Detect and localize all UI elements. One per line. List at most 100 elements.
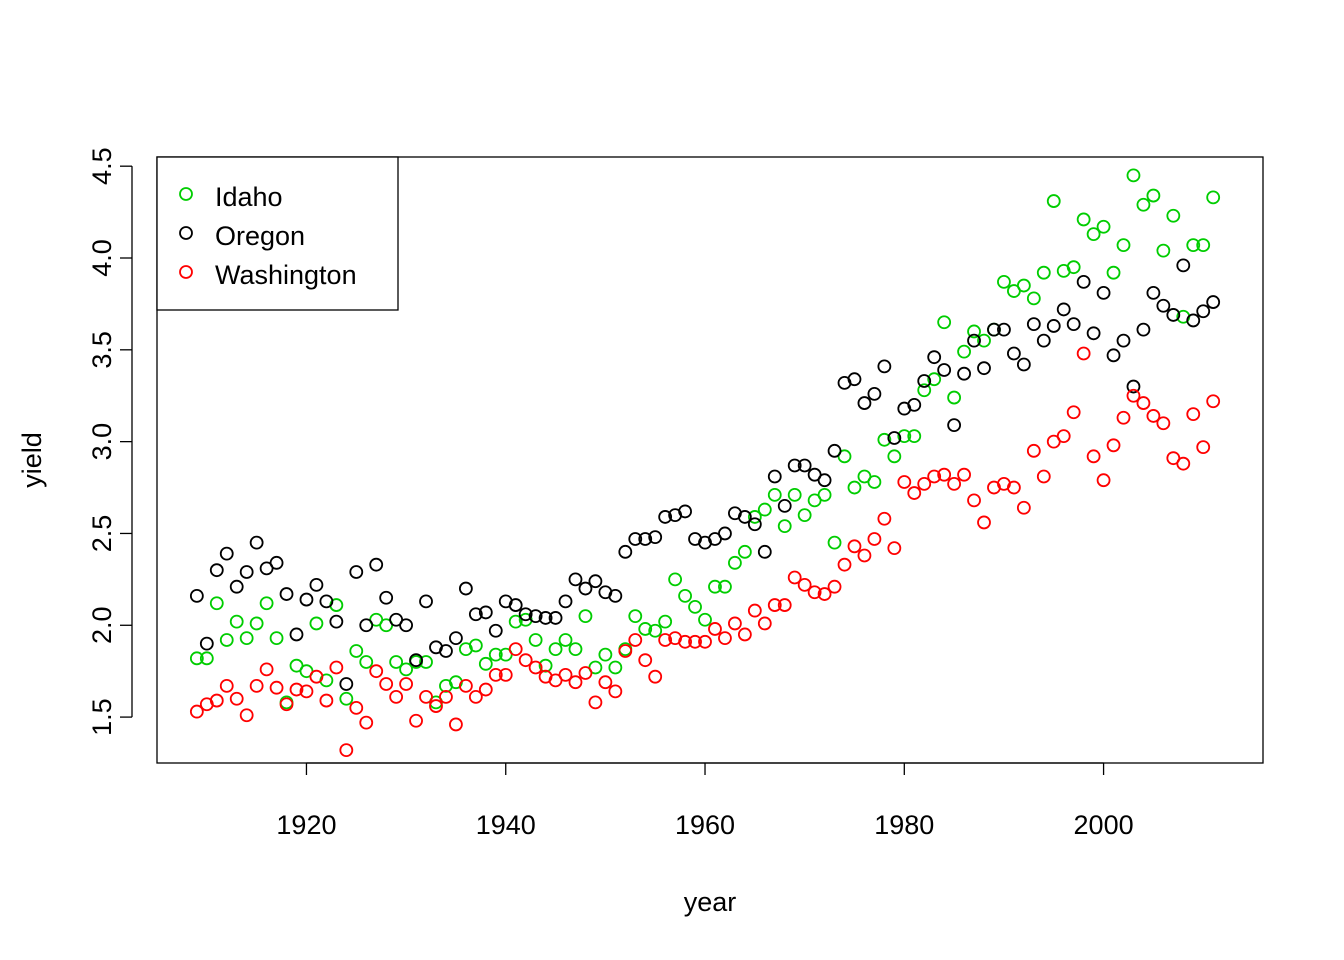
legend-label-washington: Washington <box>215 260 357 290</box>
point-washington <box>578 666 593 680</box>
point-idaho <box>927 372 942 387</box>
point-washington <box>817 587 832 601</box>
point-idaho <box>578 609 593 623</box>
point-oregon <box>1007 346 1021 361</box>
y-tick-label: 4.0 <box>87 239 117 277</box>
point-washington <box>638 653 653 668</box>
y-tick-label: 3.0 <box>87 423 117 461</box>
point-idaho <box>757 502 772 517</box>
point-washington <box>1176 456 1191 471</box>
point-washington <box>867 532 882 546</box>
point-oregon <box>578 581 593 596</box>
point-idaho <box>887 449 902 464</box>
point-washington <box>329 660 344 675</box>
point-idaho <box>957 344 971 359</box>
point-idaho <box>1036 265 1051 280</box>
point-idaho <box>419 655 433 669</box>
point-washington <box>1086 449 1101 464</box>
point-washington <box>708 622 722 636</box>
point-washington <box>1007 480 1021 495</box>
point-oregon <box>369 557 384 572</box>
point-oregon <box>777 499 792 513</box>
point-oregon <box>1146 285 1161 300</box>
point-washington <box>1096 473 1111 488</box>
point-washington <box>658 633 673 647</box>
point-washington <box>907 486 922 500</box>
point-idaho <box>767 487 782 502</box>
point-washington <box>698 634 712 649</box>
point-idaho <box>907 429 922 444</box>
point-washington <box>458 678 473 693</box>
point-idaho <box>1206 190 1221 205</box>
point-oregon <box>309 577 324 592</box>
point-idaho <box>688 600 702 614</box>
point-idaho <box>259 596 274 611</box>
point-washington <box>429 699 443 713</box>
y-tick-label: 2.5 <box>87 515 117 553</box>
point-idaho <box>508 614 523 629</box>
point-idaho <box>478 656 493 671</box>
point-idaho <box>1146 188 1161 203</box>
point-idaho <box>877 432 892 447</box>
point-washington <box>608 684 623 699</box>
point-idaho <box>528 633 543 647</box>
point-idaho <box>249 616 264 631</box>
point-oregon <box>1056 302 1071 317</box>
point-idaho <box>389 655 404 669</box>
legend: Idaho Oregon Washington <box>156 156 399 311</box>
point-washington <box>508 642 523 657</box>
point-oregon <box>857 396 872 410</box>
point-idaho <box>488 647 503 662</box>
point-washington <box>1016 500 1031 515</box>
point-washington <box>747 603 762 618</box>
y-axis: 1.5 2.0 2.5 3.0 3.5 4.0 4.5 <box>87 147 133 736</box>
point-idaho <box>1066 260 1081 275</box>
point-idaho <box>787 487 802 502</box>
point-idaho <box>1096 219 1111 234</box>
point-washington <box>957 467 971 482</box>
y-axis-label: yield <box>17 432 47 488</box>
point-oregon <box>757 544 772 559</box>
point-washington <box>598 675 613 690</box>
point-oregon <box>1086 326 1101 341</box>
point-idaho <box>538 658 553 673</box>
point-idaho <box>1076 212 1091 227</box>
point-oregon <box>209 563 224 578</box>
point-oregon <box>419 594 433 609</box>
point-oregon <box>189 588 204 603</box>
point-oregon <box>1166 308 1181 322</box>
point-washington <box>299 684 314 699</box>
point-idaho <box>728 555 742 570</box>
point-oregon <box>817 473 832 488</box>
point-idaho <box>847 480 862 495</box>
point-oregon <box>528 609 543 623</box>
point-oregon <box>927 350 942 365</box>
point-oregon <box>1036 333 1051 348</box>
y-tick-label: 3.5 <box>87 331 117 369</box>
point-washington <box>239 708 254 723</box>
point-washington <box>847 539 862 554</box>
point-washington <box>498 667 513 682</box>
point-washington <box>797 577 812 592</box>
point-idaho <box>209 596 224 611</box>
point-washington <box>1036 469 1051 484</box>
point-washington <box>1116 410 1131 425</box>
point-idaho <box>678 588 692 603</box>
point-washington <box>269 680 284 695</box>
point-washington <box>648 669 663 684</box>
legend-box <box>156 156 399 311</box>
point-idaho <box>718 579 732 594</box>
point-idaho <box>638 622 653 636</box>
point-washington <box>927 469 942 484</box>
point-oregon <box>249 535 264 550</box>
point-oregon <box>588 574 603 589</box>
point-washington <box>1066 405 1081 420</box>
point-washington <box>279 697 294 712</box>
point-idaho <box>897 429 912 444</box>
point-washington <box>877 511 892 526</box>
point-idaho <box>339 691 354 706</box>
point-idaho <box>648 623 663 638</box>
point-oregon <box>847 372 862 387</box>
point-washington <box>289 682 304 697</box>
point-washington <box>737 627 752 642</box>
